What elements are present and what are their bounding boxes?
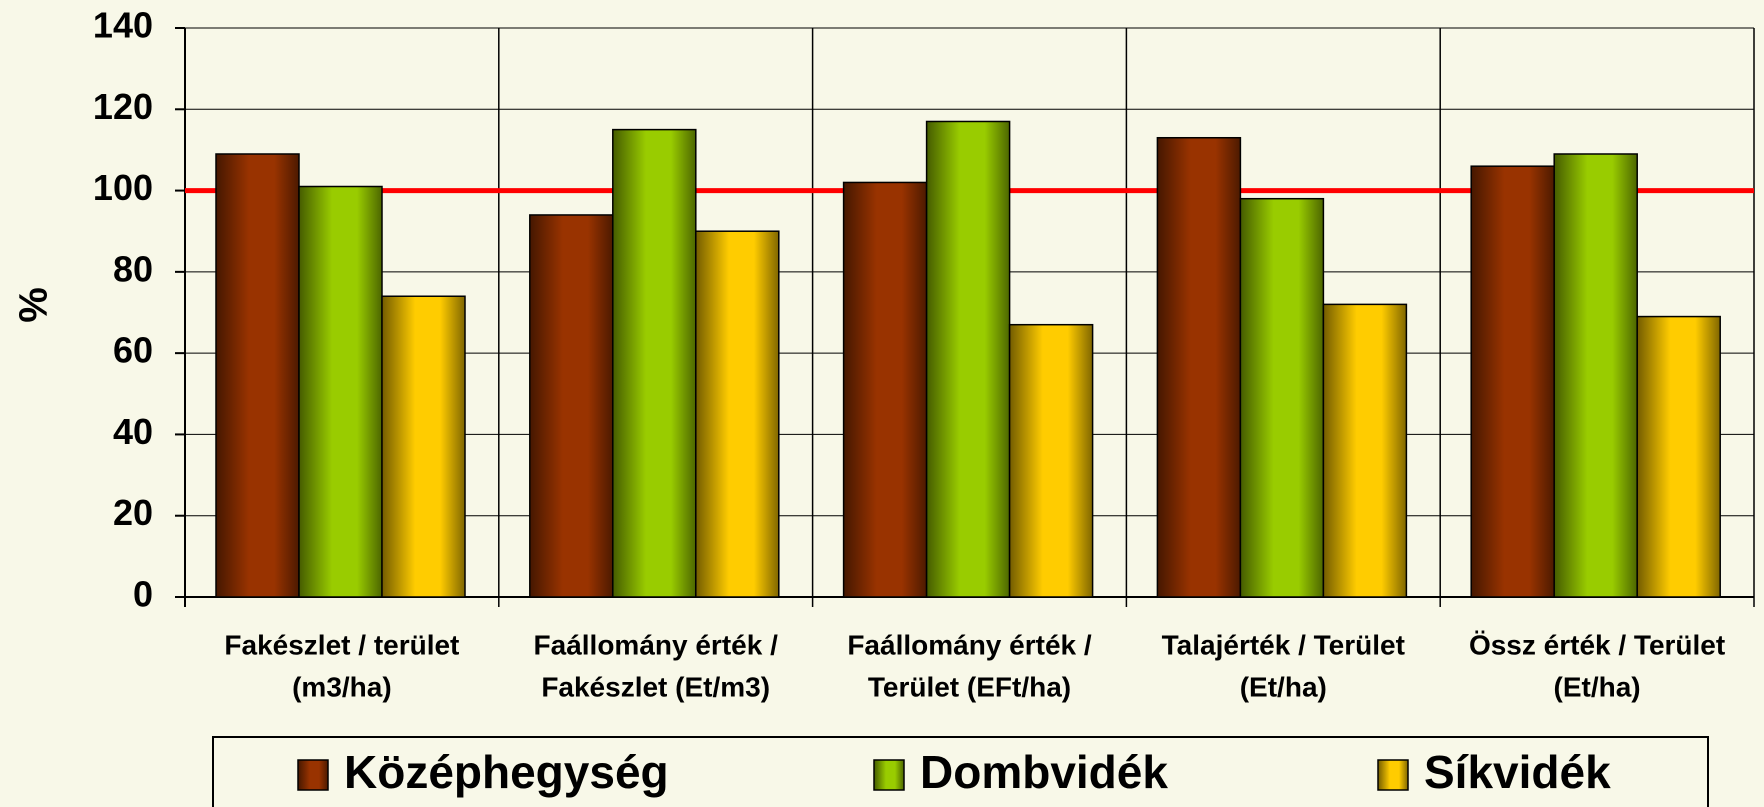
y-axis-label: % [12, 287, 56, 323]
bar [1470, 165, 1555, 598]
legend-label: Középhegység [344, 746, 669, 798]
y-tick-label: 20 [113, 492, 153, 533]
x-tick-label: Faállomány érték / [534, 629, 779, 660]
bar [215, 153, 300, 598]
bar [612, 128, 697, 598]
x-tick-label: (m3/ha) [292, 671, 392, 702]
y-tick-label: 0 [133, 574, 153, 615]
bar [381, 295, 466, 598]
legend-swatch-shade [1378, 760, 1408, 790]
bar [529, 214, 614, 598]
x-tick-label: (Et/ha) [1554, 671, 1641, 702]
x-tick-label: Fakészlet (Et/m3) [541, 671, 770, 702]
bar [298, 185, 383, 598]
bar [1156, 136, 1242, 598]
bar [925, 120, 1011, 598]
y-tick-label: 140 [93, 5, 153, 46]
y-tick-label: 40 [113, 411, 153, 452]
legend-swatch-shade [874, 760, 904, 790]
legend-box [212, 736, 1709, 807]
bar [1008, 323, 1094, 598]
y-tick-label: 120 [93, 86, 153, 127]
y-tick-label: 60 [113, 330, 153, 371]
bar [1636, 315, 1721, 598]
bar [695, 230, 780, 598]
x-tick-label: Terület (EFt/ha) [868, 671, 1071, 702]
legend-label: Dombvidék [920, 746, 1168, 798]
y-tick-label: 80 [113, 248, 153, 289]
bar [1322, 303, 1408, 598]
x-tick-label: Faállomány érték / [847, 629, 1092, 660]
x-tick-label: Talajérték / Terület [1162, 629, 1405, 660]
legend-label: Síkvidék [1424, 746, 1611, 798]
x-tick-label: Össz érték / Terület [1469, 629, 1725, 660]
bar [842, 181, 928, 598]
x-tick-label: (Et/ha) [1240, 671, 1327, 702]
bar [1553, 153, 1638, 598]
legend-swatch-shade [298, 760, 328, 790]
bar [1239, 197, 1325, 598]
y-tick-label: 100 [93, 167, 153, 208]
x-tick-label: Fakészlet / terület [224, 629, 459, 660]
